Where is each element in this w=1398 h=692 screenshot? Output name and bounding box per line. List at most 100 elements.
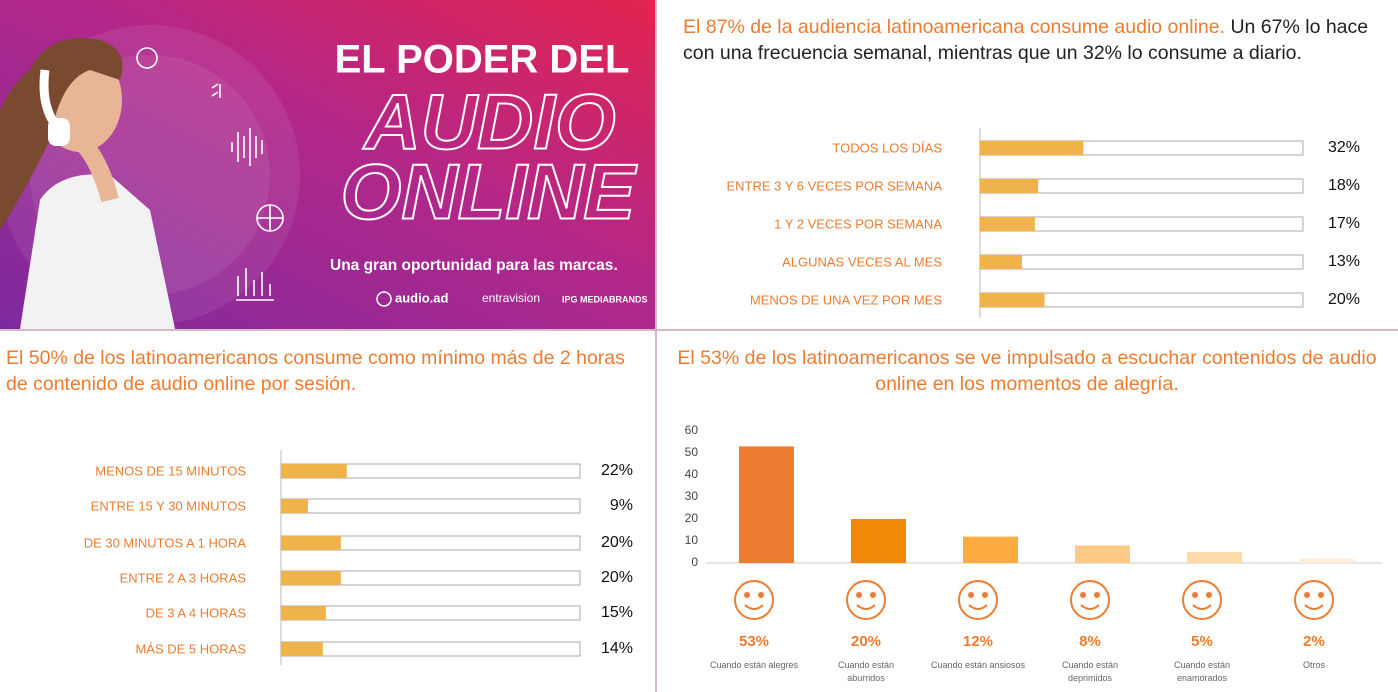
- emoji-icon: [1206, 592, 1212, 598]
- value-label: 15%: [601, 604, 633, 621]
- value-label: 14%: [601, 640, 633, 657]
- category-label: DE 30 MINUTOS A 1 HORA: [84, 535, 247, 550]
- logo-icon: [376, 291, 392, 307]
- category-label: ENTRE 15 Y 30 MINUTOS: [91, 498, 247, 513]
- y-tick-label: 60: [685, 423, 699, 437]
- value-label: 20%: [601, 534, 633, 551]
- category-label: MENOS DE 15 MINUTOS: [95, 463, 246, 478]
- value-label: 13%: [1328, 253, 1360, 270]
- bar: [980, 293, 1045, 307]
- emoji-icon: [870, 592, 876, 598]
- category-label: DE 3 A 4 HORAS: [146, 605, 247, 620]
- emoji-icon: [968, 592, 974, 598]
- category-label: Cuando están aburridos: [837, 660, 895, 683]
- bar: [1299, 558, 1354, 563]
- bar-track: [979, 254, 1304, 270]
- category-label: Cuando están ansiosos: [930, 660, 1026, 670]
- logo: entravision: [482, 291, 540, 305]
- value-label: 32%: [1328, 139, 1360, 156]
- bar: [739, 446, 794, 563]
- banner-title-outline: AUDIO: [362, 78, 615, 166]
- y-tick-label: 10: [685, 533, 699, 547]
- value-label: 20%: [601, 569, 633, 586]
- panel-title: El 87% de la audiencia latinoamericana c…: [683, 14, 1383, 66]
- bar: [281, 571, 341, 585]
- category-label: Cuando están deprimidos: [1061, 660, 1119, 683]
- emoji-icon: [856, 604, 876, 610]
- emoji-icon: [856, 592, 862, 598]
- logo: IPG MEDIABRANDS: [562, 294, 648, 304]
- emoji-icon: [1182, 580, 1222, 620]
- emoji-icon: [744, 592, 750, 598]
- emoji-icon: [968, 604, 988, 610]
- bar: [980, 141, 1084, 155]
- bar: [281, 499, 308, 513]
- emoji-icon: [744, 604, 764, 610]
- value-label: 9%: [610, 497, 633, 514]
- category-label: ENTRE 3 Y 6 VECES POR SEMANA: [726, 178, 942, 193]
- y-tick-label: 50: [685, 445, 699, 459]
- category-label: Cuando están enamorados: [1173, 660, 1231, 683]
- panel-title: El 53% de los latinoamericanos se ve imp…: [677, 347, 1377, 395]
- emoji-icon: [734, 580, 774, 620]
- emoji-icon: [1294, 580, 1334, 620]
- emoji-icon: [1304, 592, 1310, 598]
- title-text: Un 67% lo hace con una frecuencia semana…: [683, 16, 1369, 64]
- category-label: Otros: [1302, 660, 1325, 670]
- emoji-icon: [1070, 580, 1110, 620]
- value-label: 53%: [739, 633, 769, 650]
- banner-tagline: Una gran oportunidad para las marcas.: [330, 257, 618, 274]
- panel-title: El 50% de los latinoamericanos consume c…: [6, 347, 625, 395]
- category-label: ALGUNAS VECES AL MES: [782, 254, 942, 269]
- emoji-icon: [1318, 592, 1324, 598]
- y-tick-label: 40: [685, 467, 699, 481]
- bar: [281, 464, 347, 478]
- bar: [980, 255, 1022, 269]
- value-label: 5%: [1191, 633, 1213, 650]
- woman-illustration: [0, 38, 175, 329]
- value-label: 2%: [1303, 633, 1325, 650]
- bar-track: [280, 641, 581, 657]
- bar-track: [280, 498, 581, 514]
- bar: [1187, 552, 1242, 563]
- banner-title: EL PODER DEL: [335, 38, 630, 82]
- value-label: 22%: [601, 462, 633, 479]
- bar: [963, 536, 1018, 563]
- category-label: MENOS DE UNA VEZ POR MES: [750, 292, 942, 307]
- value-label: 17%: [1328, 215, 1360, 232]
- banner-icons: [136, 47, 284, 301]
- emoji-icon: [1304, 604, 1324, 610]
- bar: [1075, 545, 1130, 563]
- emoji-icon: [758, 592, 764, 598]
- y-tick-label: 30: [685, 489, 699, 503]
- emoji-icon: [958, 580, 998, 620]
- emoji-icon: [1192, 592, 1198, 598]
- emoji-icon: [1094, 592, 1100, 598]
- bar: [851, 519, 906, 563]
- bar: [281, 606, 326, 620]
- value-label: 20%: [1328, 291, 1360, 308]
- value-label: 18%: [1328, 177, 1360, 194]
- bar: [980, 179, 1039, 193]
- logo: audio.ad: [395, 290, 449, 305]
- emoji-icon: [1192, 604, 1212, 610]
- bar: [980, 217, 1035, 231]
- y-tick-label: 20: [685, 511, 699, 525]
- emoji-icon: [982, 592, 988, 598]
- value-label: 12%: [963, 633, 993, 650]
- title-highlight: El 87% de la audiencia latinoamericana c…: [683, 16, 1226, 38]
- value-label: 8%: [1079, 633, 1101, 650]
- category-label: MÁS DE 5 HORAS: [135, 641, 246, 656]
- category-label: 1 Y 2 VECES POR SEMANA: [774, 216, 942, 231]
- emoji-icon: [1080, 592, 1086, 598]
- emoji-icon: [846, 580, 886, 620]
- y-tick-label: 0: [691, 555, 698, 569]
- value-label: 20%: [851, 633, 881, 650]
- bar: [281, 642, 323, 656]
- emoji-icon: [1080, 604, 1100, 610]
- category-label: Cuando están alegres: [709, 660, 799, 670]
- banner-title-outline: ONLINE: [341, 148, 638, 236]
- category-label: TODOS LOS DÍAS: [832, 140, 942, 155]
